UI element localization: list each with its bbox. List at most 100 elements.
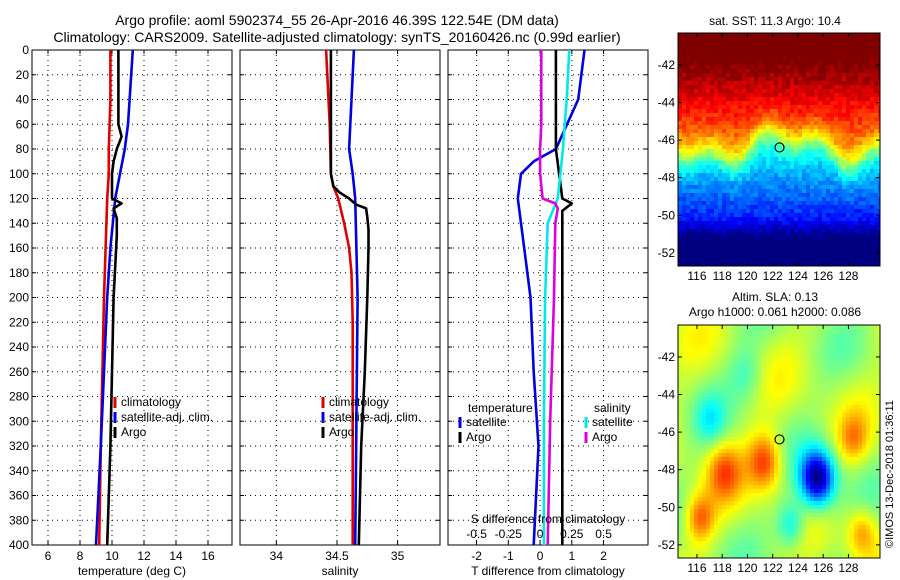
map-cell bbox=[694, 441, 699, 446]
map-cell bbox=[826, 409, 831, 414]
map-cell bbox=[806, 61, 811, 66]
map-cell bbox=[694, 37, 699, 42]
map-cell bbox=[826, 153, 831, 158]
map-cell bbox=[722, 37, 727, 42]
map-cell bbox=[738, 337, 743, 342]
map-cell bbox=[818, 357, 823, 362]
map-cell bbox=[754, 373, 759, 378]
map-cell bbox=[746, 369, 751, 374]
map-cell bbox=[870, 97, 875, 102]
map-cell bbox=[770, 361, 775, 366]
map-cell bbox=[810, 205, 815, 210]
map-cell bbox=[822, 137, 827, 142]
x-tick-label: -2 bbox=[471, 549, 482, 563]
map-cell bbox=[818, 97, 823, 102]
map-cell bbox=[786, 421, 791, 426]
map-cell bbox=[862, 177, 867, 182]
map-cell bbox=[846, 209, 851, 214]
map-cell bbox=[866, 373, 871, 378]
map-cell bbox=[822, 401, 827, 406]
map-cell bbox=[834, 449, 839, 454]
map-cell bbox=[686, 141, 691, 146]
map-cell bbox=[742, 397, 747, 402]
map-cell bbox=[742, 125, 747, 130]
map-cell bbox=[822, 217, 827, 222]
map-cell bbox=[802, 369, 807, 374]
map-cell bbox=[866, 337, 871, 342]
map-cell bbox=[678, 165, 683, 170]
map-cell bbox=[802, 425, 807, 430]
map-cell bbox=[782, 425, 787, 430]
map-cell bbox=[738, 253, 743, 258]
map-cell bbox=[686, 397, 691, 402]
map-cell bbox=[778, 201, 783, 206]
map-cell bbox=[874, 373, 879, 378]
map-cell bbox=[818, 409, 823, 414]
map-cell bbox=[774, 429, 779, 434]
map-cell bbox=[782, 201, 787, 206]
map-cell bbox=[694, 69, 699, 74]
map-cell bbox=[818, 377, 823, 382]
map-cell bbox=[842, 401, 847, 406]
map-cell bbox=[794, 337, 799, 342]
map-cell bbox=[722, 417, 727, 422]
map-cell bbox=[714, 33, 719, 38]
map-cell bbox=[814, 129, 819, 134]
map-cell bbox=[762, 93, 767, 98]
map-cell bbox=[802, 145, 807, 150]
map-cell bbox=[750, 349, 755, 354]
map-cell bbox=[826, 77, 831, 82]
map-cell bbox=[810, 153, 815, 158]
map-cell bbox=[842, 105, 847, 110]
map-cell bbox=[810, 373, 815, 378]
map-cell bbox=[766, 201, 771, 206]
map-cell bbox=[746, 89, 751, 94]
map-cell bbox=[714, 445, 719, 450]
map-cell bbox=[750, 113, 755, 118]
map-cell bbox=[842, 77, 847, 82]
map-cell bbox=[798, 341, 803, 346]
map-cell bbox=[870, 437, 875, 442]
map-cell bbox=[834, 393, 839, 398]
map-cell bbox=[686, 373, 691, 378]
map-cell bbox=[838, 113, 843, 118]
map-cell bbox=[754, 89, 759, 94]
map-cell bbox=[774, 257, 779, 262]
map-cell bbox=[746, 337, 751, 342]
map-cell bbox=[790, 153, 795, 158]
map-cell bbox=[834, 177, 839, 182]
map-cell bbox=[710, 217, 715, 222]
map-cell bbox=[790, 141, 795, 146]
map-cell bbox=[866, 217, 871, 222]
map-cell bbox=[758, 181, 763, 186]
map-cell bbox=[830, 81, 835, 86]
map-cell bbox=[874, 353, 879, 358]
map-cell bbox=[686, 197, 691, 202]
map-cell bbox=[822, 409, 827, 414]
map-cell bbox=[778, 121, 783, 126]
map-cell bbox=[682, 201, 687, 206]
map-cell bbox=[862, 357, 867, 362]
map-cell bbox=[826, 413, 831, 418]
map-lat-label: -42 bbox=[658, 58, 676, 72]
map-cell bbox=[810, 121, 815, 126]
map-cell bbox=[854, 229, 859, 234]
map-cell bbox=[686, 429, 691, 434]
map-cell bbox=[734, 89, 739, 94]
map-cell bbox=[714, 125, 719, 130]
map-cell bbox=[706, 169, 711, 174]
map-cell bbox=[790, 121, 795, 126]
map-cell bbox=[818, 33, 823, 38]
map-cell bbox=[754, 449, 759, 454]
map-cell bbox=[846, 85, 851, 90]
map-cell bbox=[802, 261, 807, 266]
map-cell bbox=[770, 189, 775, 194]
map-cell bbox=[802, 417, 807, 422]
map-cell bbox=[682, 437, 687, 442]
map-cell bbox=[734, 217, 739, 222]
map-cell bbox=[822, 105, 827, 110]
map-cell bbox=[794, 41, 799, 46]
map-cell bbox=[694, 257, 699, 262]
map-cell bbox=[842, 445, 847, 450]
map-cell bbox=[842, 185, 847, 190]
